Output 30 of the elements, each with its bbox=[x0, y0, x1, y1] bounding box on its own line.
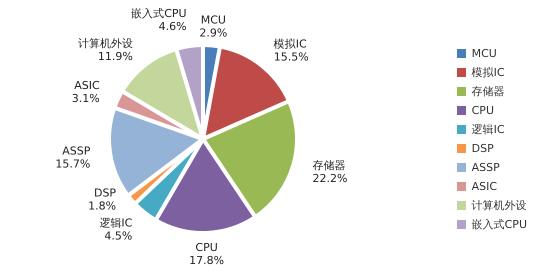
slice-label: 嵌入式CPU bbox=[131, 7, 187, 20]
slice-label: 存储器 bbox=[312, 158, 346, 172]
slice-label: ASSP bbox=[62, 144, 91, 158]
slice-label: 逻辑IC bbox=[99, 216, 133, 230]
data-label: 3.1% bbox=[72, 92, 100, 105]
data-label: 1.8% bbox=[88, 199, 116, 212]
data-label: 4.5% bbox=[104, 229, 132, 242]
legend-label: CPU bbox=[472, 103, 494, 119]
slice-label: CPU bbox=[195, 240, 218, 254]
data-label: 11.9% bbox=[98, 50, 133, 64]
legend-label: ASSP bbox=[472, 160, 500, 176]
legend-label: 模拟IC bbox=[472, 65, 505, 81]
slice-label: 模拟IC bbox=[274, 38, 307, 51]
slice-label: 计算机外设 bbox=[78, 37, 133, 50]
data-label: 17.8% bbox=[189, 254, 224, 267]
data-label: 4.6% bbox=[158, 20, 187, 34]
data-label: 2.9% bbox=[199, 26, 228, 40]
data-label: 22.2% bbox=[312, 172, 348, 185]
slice-label: MCU bbox=[200, 13, 226, 26]
legend-label: ASIC bbox=[472, 179, 498, 195]
legend-label: MCU bbox=[472, 46, 497, 62]
slice-label: ASIC bbox=[74, 78, 100, 92]
legend-label: DSP bbox=[472, 141, 494, 157]
legend-label: 存储器 bbox=[472, 84, 505, 100]
legend-label: 计算机外设 bbox=[472, 198, 527, 214]
legend-label: 逻辑IC bbox=[472, 122, 505, 138]
legend-label: 嵌入式CPU bbox=[472, 217, 527, 233]
data-label: 15.5% bbox=[274, 50, 309, 64]
slice-label: DSP bbox=[94, 186, 116, 200]
data-label: 15.7% bbox=[55, 157, 90, 170]
